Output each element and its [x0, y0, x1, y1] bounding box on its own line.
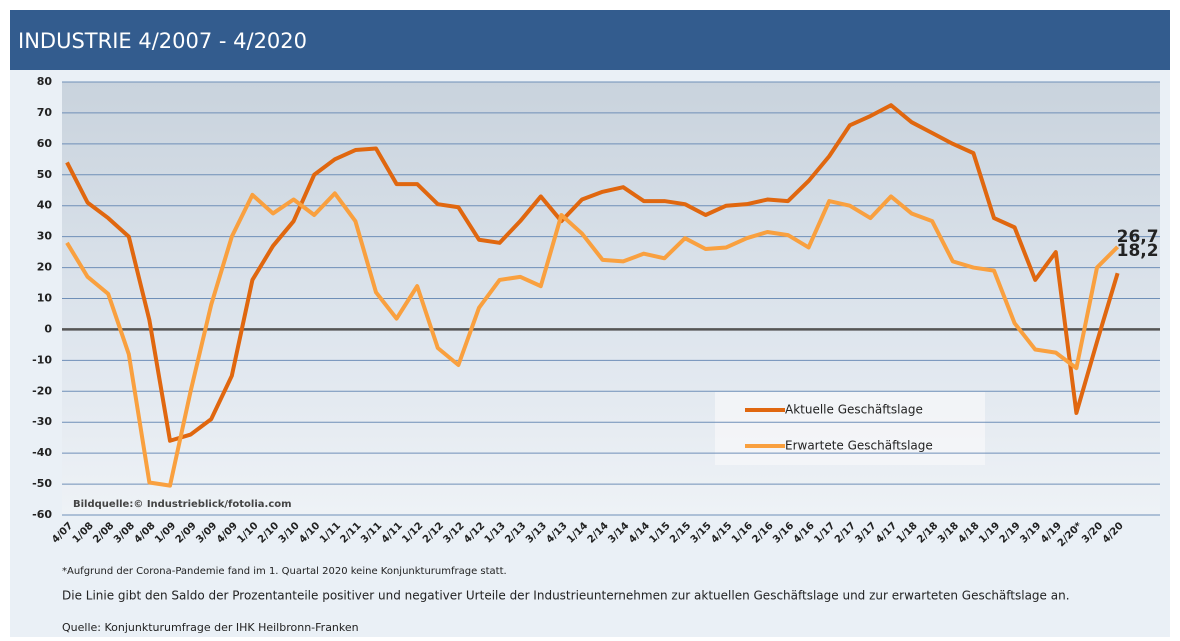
y-tick-label: 40	[37, 199, 53, 212]
y-tick-label: 60	[37, 137, 53, 150]
y-tick-label: -30	[32, 415, 52, 428]
y-tick-label: -50	[32, 477, 52, 490]
footnote: *Aufgrund der Corona-Pandemie fand im 1.…	[62, 566, 507, 577]
description: Die Linie gibt den Saldo der Prozentante…	[62, 589, 1070, 603]
y-tick-label: 70	[37, 106, 53, 119]
source: Quelle: Konjunkturumfrage der IHK Heilbr…	[62, 621, 359, 634]
y-tick-label: 10	[37, 292, 53, 305]
y-tick-label: -40	[32, 446, 52, 459]
y-tick-label: 80	[37, 75, 53, 88]
y-tick-label: 50	[37, 168, 53, 181]
value-label: 26,7	[1117, 227, 1159, 247]
y-tick-label: -60	[32, 508, 52, 521]
y-tick-label: -20	[32, 384, 52, 397]
y-tick-label: 0	[44, 322, 52, 335]
y-tick-label: 20	[37, 261, 53, 274]
y-tick-label: -10	[32, 353, 52, 366]
chart-title: INDUSTRIE 4/2007 - 4/2020	[18, 29, 307, 53]
legend-label: Erwartete Geschäftslage	[785, 439, 933, 453]
legend-label: Aktuelle Geschäftslage	[785, 403, 923, 417]
chart: INDUSTRIE 4/2007 - 4/2020 Bildquelle:© I…	[0, 0, 1180, 637]
y-tick-label: 30	[37, 230, 53, 243]
image-credit: Bildquelle:© Industrieblick/fotolia.com	[73, 499, 292, 510]
